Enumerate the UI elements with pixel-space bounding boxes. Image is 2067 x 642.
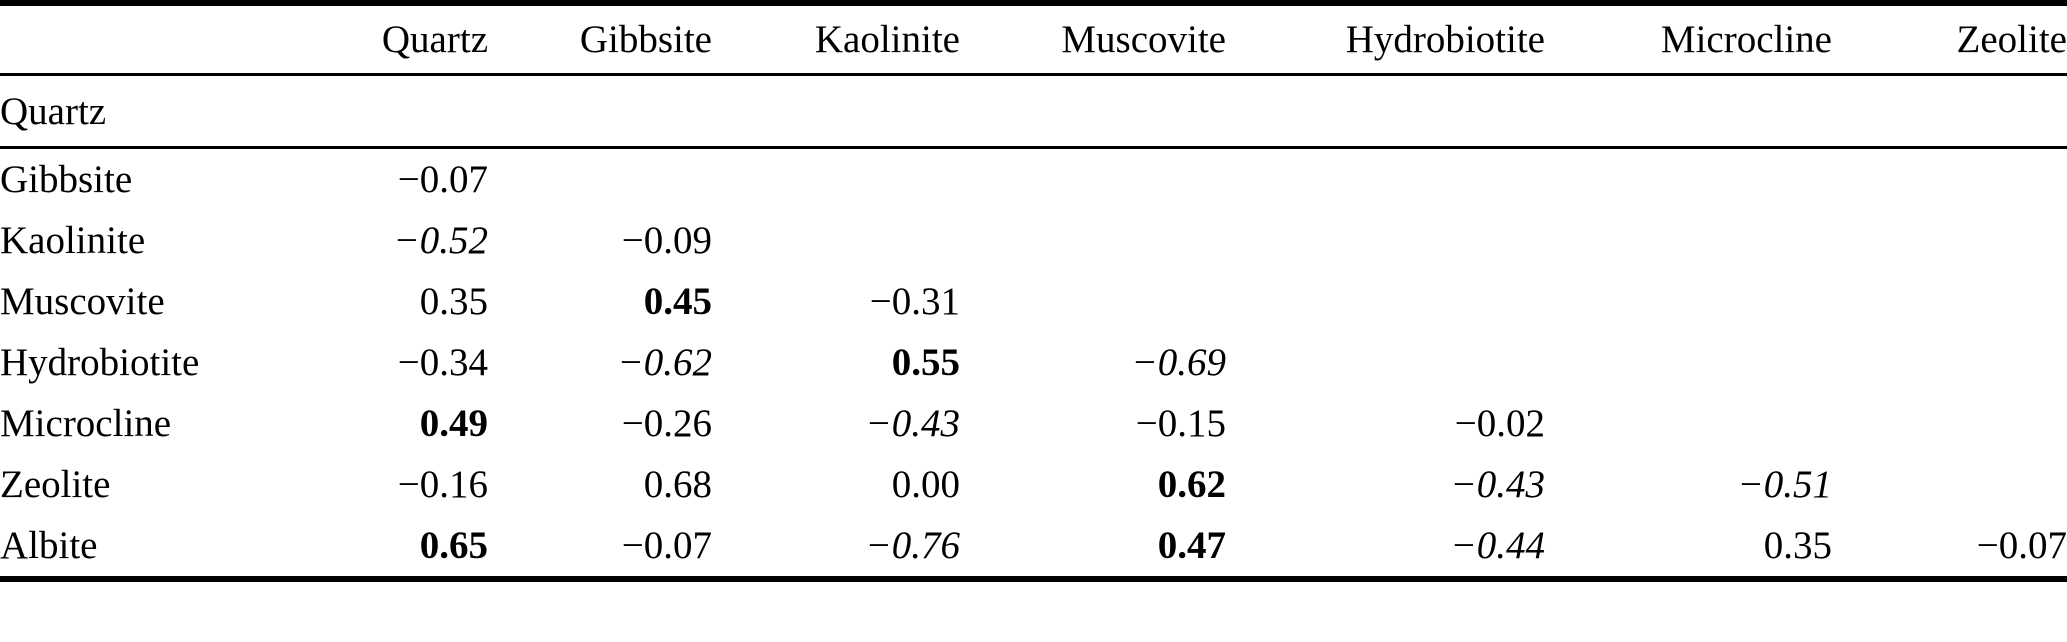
cell-zeolite-zeolite [1832, 454, 2067, 515]
cell-muscovite-muscovite [960, 271, 1226, 332]
cell-gibbsite-gibbsite [488, 148, 712, 211]
table-row-hydrobiotite: Hydrobiotite −0.34 −0.62 0.55 −0.69 [0, 332, 2067, 393]
cell-zeolite-hydrobiotite: −0.43 [1450, 463, 1545, 506]
cell-microcline-zeolite [1832, 393, 2067, 454]
cell-quartz-hydrobiotite [1226, 74, 1545, 149]
column-header-quartz: Quartz [340, 3, 488, 76]
cell-kaolinite-gibbsite: −0.09 [621, 219, 712, 262]
table-row-albite: Albite 0.65 −0.07 −0.76 0.47 −0.44 0.35 −0.07 [0, 515, 2067, 579]
row-label-kaolinite: Kaolinite [0, 219, 146, 262]
cell-microcline-kaolinite: −0.43 [865, 402, 960, 445]
cell-muscovite-quartz: 0.35 [419, 280, 488, 323]
cell-muscovite-zeolite [1832, 271, 2067, 332]
cell-albite-zeolite: −0.07 [1976, 524, 2067, 567]
cell-zeolite-kaolinite: 0.00 [891, 463, 960, 506]
cell-kaolinite-muscovite [960, 210, 1226, 271]
column-header-muscovite: Muscovite [960, 3, 1226, 76]
column-header-kaolinite: Kaolinite [712, 3, 960, 76]
cell-zeolite-microcline: −0.51 [1737, 463, 1832, 506]
row-label-zeolite: Zeolite [0, 463, 111, 506]
cell-microcline-gibbsite: −0.26 [621, 402, 712, 445]
cell-muscovite-microcline [1545, 271, 1832, 332]
cell-microcline-hydrobiotite: −0.02 [1454, 402, 1545, 445]
cell-albite-microcline: 0.35 [1763, 524, 1832, 567]
table-row-quartz: Quartz [0, 74, 2067, 149]
cell-kaolinite-microcline [1545, 210, 1832, 271]
cell-muscovite-hydrobiotite [1226, 271, 1545, 332]
cell-kaolinite-hydrobiotite [1226, 210, 1545, 271]
cell-hydrobiotite-quartz: −0.34 [397, 341, 488, 384]
cell-microcline-quartz: 0.49 [419, 402, 488, 445]
column-header-microcline: Microcline [1545, 3, 1832, 76]
cell-kaolinite-zeolite [1832, 210, 2067, 271]
cell-hydrobiotite-kaolinite: 0.55 [891, 341, 960, 384]
cell-microcline-microcline [1545, 393, 1832, 454]
cell-microcline-muscovite: −0.15 [1135, 402, 1226, 445]
cell-hydrobiotite-zeolite [1832, 332, 2067, 393]
cell-hydrobiotite-gibbsite: −0.62 [617, 341, 712, 384]
correlation-table: Quartz Gibbsite Kaolinite Muscovite Hydrobio… [0, 0, 2067, 582]
cell-quartz-gibbsite [488, 74, 712, 149]
column-header-zeolite: Zeolite [1832, 3, 2067, 76]
cell-zeolite-gibbsite: 0.68 [643, 463, 712, 506]
cell-quartz-microcline [1545, 74, 1832, 149]
corner-cell [0, 3, 340, 76]
cell-albite-quartz: 0.65 [419, 524, 488, 567]
cell-albite-hydrobiotite: −0.44 [1450, 524, 1545, 567]
cell-gibbsite-kaolinite [712, 148, 960, 211]
cell-zeolite-quartz: −0.16 [397, 463, 488, 506]
column-header-hydrobiotite: Hydrobiotite [1226, 3, 1545, 76]
cell-zeolite-muscovite: 0.62 [1157, 463, 1226, 506]
table-row-kaolinite: Kaolinite −0.52 −0.09 [0, 210, 2067, 271]
cell-hydrobiotite-microcline [1545, 332, 1832, 393]
row-label-muscovite: Muscovite [0, 280, 165, 323]
header-row: Quartz Gibbsite Kaolinite Muscovite Hydrobio… [0, 3, 2067, 76]
cell-gibbsite-hydrobiotite [1226, 148, 1545, 211]
cell-muscovite-kaolinite: −0.31 [869, 280, 960, 323]
cell-kaolinite-kaolinite [712, 210, 960, 271]
cell-gibbsite-zeolite [1832, 148, 2067, 211]
table-row-gibbsite: Gibbsite −0.07 [0, 148, 2067, 211]
cell-gibbsite-microcline [1545, 148, 1832, 211]
column-header-gibbsite: Gibbsite [488, 3, 712, 76]
table-row-muscovite: Muscovite 0.35 0.45 −0.31 [0, 271, 2067, 332]
row-label-gibbsite: Gibbsite [0, 158, 133, 201]
cell-quartz-zeolite [1832, 74, 2067, 149]
cell-quartz-kaolinite [712, 74, 960, 149]
cell-hydrobiotite-hydrobiotite [1226, 332, 1545, 393]
cell-gibbsite-quartz: −0.07 [397, 158, 488, 201]
row-label-microcline: Microcline [0, 402, 172, 445]
cell-albite-kaolinite: −0.76 [865, 524, 960, 567]
cell-kaolinite-quartz: −0.52 [393, 219, 488, 262]
cell-quartz-muscovite [960, 74, 1226, 149]
row-label-quartz: Quartz [0, 74, 340, 149]
cell-quartz-quartz [340, 74, 488, 149]
cell-hydrobiotite-muscovite: −0.69 [1131, 341, 1226, 384]
table-row-zeolite: Zeolite −0.16 0.68 0.00 0.62 −0.43 −0.51 [0, 454, 2067, 515]
table-row-microcline: Microcline 0.49 −0.26 −0.43 −0.15 −0.02 [0, 393, 2067, 454]
cell-albite-gibbsite: −0.07 [621, 524, 712, 567]
cell-gibbsite-muscovite [960, 148, 1226, 211]
row-label-albite: Albite [0, 524, 98, 567]
cell-albite-muscovite: 0.47 [1157, 524, 1226, 567]
row-label-hydrobiotite: Hydrobiotite [0, 341, 200, 384]
cell-muscovite-gibbsite: 0.45 [643, 280, 712, 323]
